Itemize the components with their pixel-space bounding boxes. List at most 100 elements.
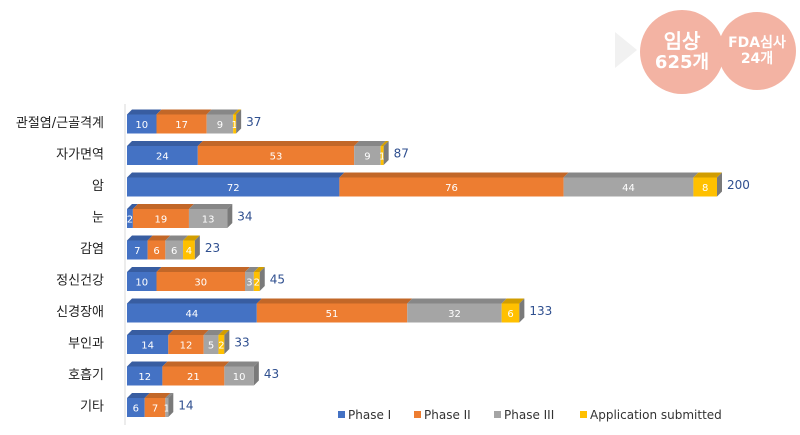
bar-side-face (168, 393, 174, 417)
segment-value-label: 12 (138, 372, 151, 383)
bar-segment (156, 272, 245, 291)
bar-side-face (236, 109, 242, 134)
segment-value-label: 14 (141, 341, 154, 352)
bar-top-face (693, 172, 722, 178)
row-total-label: 37 (246, 115, 261, 129)
bar-top-face (245, 267, 259, 272)
segment-value-label: 13 (202, 215, 215, 226)
bar-segment (132, 209, 189, 228)
clinical-count: 625개 (654, 52, 710, 74)
segment-value-label: 9 (364, 152, 370, 163)
category-label: 암 (92, 179, 104, 194)
bar-top-face (127, 267, 162, 272)
bar-top-face (127, 298, 262, 304)
phase1-total-pill: 201 (183, 40, 219, 60)
bar-top-face (188, 204, 233, 209)
bar-top-face (144, 393, 171, 398)
bar-side-face (194, 235, 200, 260)
segment-value-label: 6 (507, 309, 513, 320)
bar-segment (144, 398, 166, 417)
bar-segment (245, 272, 254, 291)
fda-count: 24개 (740, 51, 774, 67)
segment-value-label: 44 (186, 309, 199, 320)
bar-segment (162, 366, 225, 386)
bar-segment (218, 335, 225, 354)
bar-top-face (127, 172, 345, 178)
segment-value-label: 4 (186, 246, 192, 257)
segment-value-label: 30 (194, 278, 207, 289)
bar-top-face (127, 204, 138, 209)
segment-value-label: 3 (246, 278, 252, 289)
row-total-label: 14 (178, 399, 193, 413)
bar-segment (127, 398, 145, 417)
bar-side-face (519, 298, 525, 323)
bar-segment (339, 177, 564, 197)
legend-label: Application submitted (590, 408, 722, 422)
bar-segment (563, 177, 694, 197)
bar-segment (127, 114, 157, 134)
segment-value-label: 21 (187, 372, 200, 383)
bar-top-face (253, 267, 265, 272)
bar-segment (203, 335, 219, 354)
phase2-total-pill: 292 (349, 40, 385, 60)
bar-segment (127, 146, 198, 165)
category-label: 눈 (92, 211, 104, 226)
bar-segment (127, 209, 133, 228)
segment-value-label: 2 (254, 278, 260, 289)
bar-segment (253, 272, 260, 291)
bar-top-face (127, 361, 168, 367)
category-label: 부인과 (68, 337, 104, 352)
segment-value-label: 6 (171, 246, 177, 257)
bar-top-face (165, 393, 174, 398)
bar-segment (197, 146, 355, 165)
bar-segment (256, 303, 408, 323)
category-label: 호흡기 (68, 368, 104, 383)
legend-swatch (494, 411, 501, 418)
bar-side-face (383, 141, 389, 165)
bar-top-face (183, 235, 200, 241)
segment-value-label: 10 (135, 278, 148, 289)
bar-segment (233, 114, 237, 134)
bar-segment (501, 303, 520, 323)
segment-value-label: 1 (379, 152, 385, 163)
bar-top-face (127, 393, 150, 398)
bar-segment (156, 114, 207, 134)
bar-segment (407, 303, 502, 323)
bar-top-face (156, 267, 250, 272)
segment-value-label: 44 (622, 183, 635, 194)
row-total-label: 133 (529, 304, 552, 318)
bar-top-face (127, 109, 162, 115)
row-total-label: 87 (394, 147, 409, 161)
segment-value-label: 32 (448, 309, 461, 320)
fda-title: FDA심사 (728, 34, 786, 51)
bar-top-face (147, 235, 171, 241)
clinical-title: 임상 (663, 29, 701, 54)
bar-segment (224, 366, 254, 386)
legend-label: Phase I (348, 408, 391, 422)
row-total-label: 23 (205, 241, 220, 255)
bar-top-face (168, 330, 209, 335)
bar-segment (165, 398, 169, 417)
bar-top-face (165, 235, 189, 241)
legend-label: Phase III (504, 408, 554, 422)
bar-side-face (253, 361, 259, 386)
row-total-label: 45 (270, 273, 285, 287)
bar-segment (354, 146, 381, 165)
row-total-label: 200 (727, 178, 750, 192)
segment-value-label: 10 (135, 120, 148, 131)
segment-value-label: 17 (175, 120, 188, 131)
bar-segment (127, 272, 157, 291)
legend-swatch (580, 411, 587, 418)
bar-segment (127, 366, 163, 386)
segment-value-label: 1 (231, 120, 237, 131)
bar-top-face (339, 172, 569, 178)
bar-top-face (127, 141, 203, 146)
bar-top-face (501, 298, 525, 304)
category-label: 자가면역 (56, 148, 104, 163)
bar-top-face (197, 141, 360, 146)
segment-value-label: 51 (326, 309, 339, 320)
bar-segment (127, 335, 169, 354)
bar-segment (183, 240, 195, 260)
bar-top-face (233, 109, 242, 115)
